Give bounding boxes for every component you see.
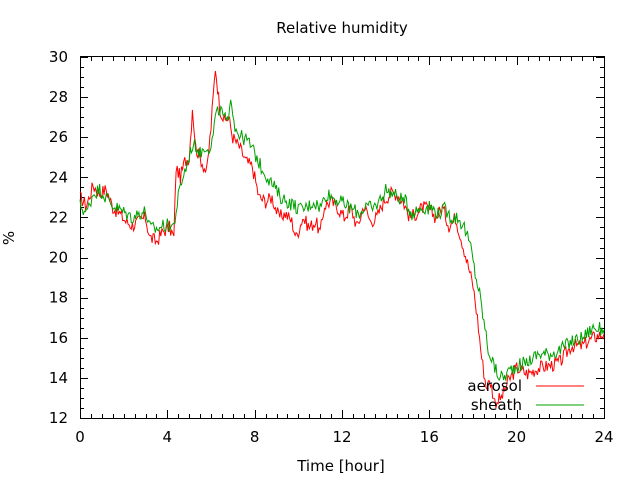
legend-label-aerosol: aerosol — [467, 377, 522, 395]
x-tick-label: 8 — [250, 428, 260, 446]
y-tick-label: 24 — [49, 168, 68, 186]
plot-frame — [80, 56, 605, 419]
x-tick-label: 16 — [420, 428, 439, 446]
y-tick-label: 26 — [49, 128, 68, 146]
x-axis-label: Time [hour] — [296, 457, 385, 475]
y-tick-label: 18 — [49, 289, 68, 307]
y-tick-label: 28 — [49, 88, 68, 106]
legend-label-sheath: sheath — [471, 396, 522, 414]
x-tick-label: 4 — [163, 428, 173, 446]
y-tick-label: 16 — [49, 329, 68, 347]
x-tick-label: 24 — [594, 428, 613, 446]
axis-ticks: 0 4 8 12 16 20 24 12 14 16 18 20 22 24 26 28 30 — [49, 48, 614, 446]
x-tick-label: 0 — [75, 428, 85, 446]
y-tick-label: 20 — [49, 249, 68, 267]
series-group — [79, 70, 605, 409]
x-tick-label: 20 — [507, 428, 526, 446]
chart-title: Relative humidity — [276, 19, 408, 37]
y-tick-label: 14 — [49, 369, 68, 387]
y-tick-label: 22 — [49, 208, 68, 226]
x-tick-label: 12 — [332, 428, 351, 446]
y-axis-label: % — [0, 231, 18, 245]
y-tick-label: 12 — [49, 409, 68, 427]
series-line-sheath — [79, 99, 605, 382]
series-line-aerosol — [79, 70, 605, 409]
y-tick-label: 30 — [49, 48, 68, 66]
